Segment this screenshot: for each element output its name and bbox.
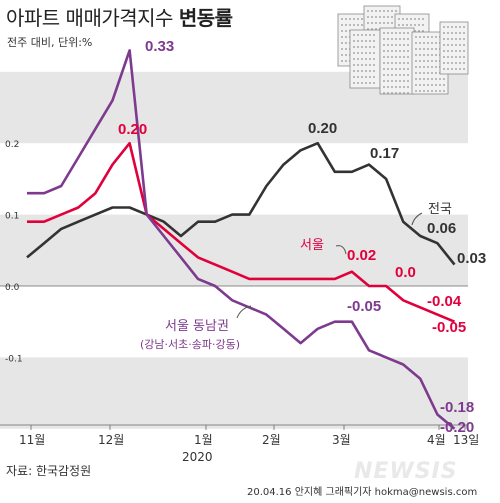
source-text: 자료: 한국감정원 xyxy=(6,464,92,478)
x-tick-label: 1월 xyxy=(194,433,213,447)
southeast-leader-line xyxy=(236,305,252,319)
seoul-line xyxy=(27,141,455,323)
data-label-seoul-line: -0.04 xyxy=(427,293,462,310)
data-label-southeast-seoul-line: -0.05 xyxy=(347,298,381,315)
data-label-southeast-seoul-line: -0.20 xyxy=(440,419,474,436)
data-label-southeast-seoul-line: 0.33 xyxy=(145,38,174,55)
data-label-seoul-line: 0.0 xyxy=(395,264,416,281)
southeast-seoul-line xyxy=(27,49,456,430)
y-tick-label: -0.1 xyxy=(5,354,23,364)
series-lines xyxy=(26,49,456,430)
newsis-watermark: NEWSIS xyxy=(354,459,458,484)
data-label-national-line: 0.06 xyxy=(427,220,456,237)
background-bands xyxy=(0,71,468,429)
year-label: 2020 xyxy=(182,450,213,464)
x-tick-label: 4월 xyxy=(427,433,446,447)
data-labels: 0.20 0.17 0.060.03 0.20 0.02 0.0 -0.04 -0.05 0.3… xyxy=(118,38,486,436)
y-tick-label: 0.2 xyxy=(5,140,19,150)
page-title: 아파트 매매가격지수 변동률 xyxy=(6,2,233,31)
apartment-buildings-illustration xyxy=(337,5,469,95)
axes: 0.2 0.1 0.0 -0.1 11월 12월 1월 2월 3월 4월 13일 2020 xyxy=(0,140,479,464)
series-name-southeast: 서울 동남권 xyxy=(165,319,229,334)
data-label-seoul-line: -0.05 xyxy=(432,319,466,336)
series-name-national: 전국 xyxy=(428,202,452,217)
national-line xyxy=(26,141,456,266)
series-name-seoul: 서울 xyxy=(300,238,324,253)
x-tick-label: 11월 xyxy=(19,433,45,447)
title-light: 아파트 매매가격지수 xyxy=(6,6,173,30)
series-sublabel-southeast: (강남·서초·송파·강동) xyxy=(140,338,240,351)
x-tick-label: 2월 xyxy=(262,433,281,447)
y-tick-label: 0.0 xyxy=(5,283,20,293)
band-2 xyxy=(0,357,468,429)
seoul-leader-line xyxy=(335,245,347,255)
building-6 xyxy=(439,21,469,75)
data-label-national-line: 0.17 xyxy=(370,145,399,162)
data-label-southeast-seoul-line: -0.18 xyxy=(440,399,474,416)
x-tick-label: 3월 xyxy=(332,433,351,447)
national-leader-line xyxy=(411,212,423,226)
title-bold: 변동률 xyxy=(178,6,233,30)
data-label-national-line: 0.20 xyxy=(308,120,337,137)
chart-subtitle: 전주 대비, 단위:% xyxy=(7,36,93,49)
x-tick-label: 13일 xyxy=(453,433,479,447)
building-4 xyxy=(379,27,415,95)
band-1 xyxy=(0,214,468,286)
credit-text: 20.04.16 안지혜 그래픽기자 hokma@newsis.com xyxy=(247,487,478,498)
data-label-seoul-line: 0.02 xyxy=(347,247,376,264)
x-tick-label: 12월 xyxy=(98,433,124,447)
y-tick-label: 0.1 xyxy=(5,212,19,222)
data-label-seoul-line: 0.20 xyxy=(118,121,147,138)
data-label-national-line: 0.03 xyxy=(457,250,486,267)
